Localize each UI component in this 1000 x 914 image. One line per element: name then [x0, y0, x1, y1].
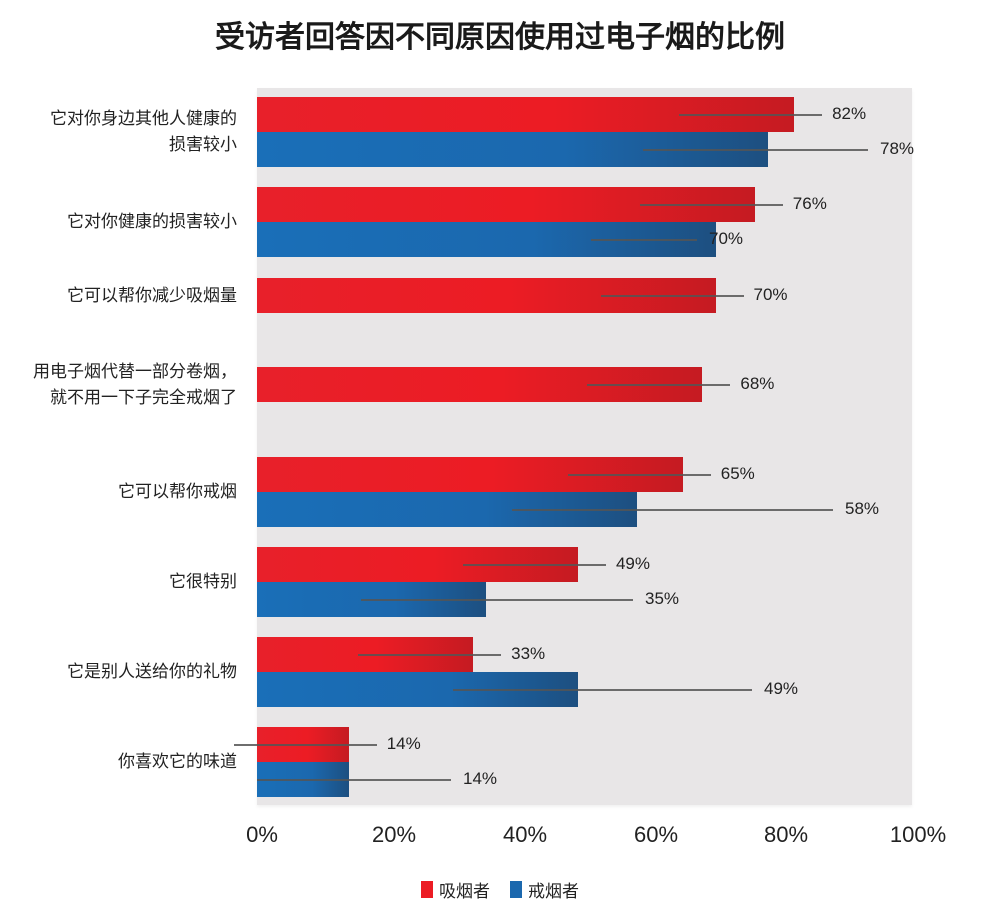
value-label-smoker: 82%: [832, 103, 867, 123]
leader-line-smoker: [567, 473, 711, 476]
x-tick-label: 80%: [763, 822, 809, 847]
leader-line-quitter: [590, 238, 697, 241]
leader-line-quitter: [361, 598, 633, 601]
x-tick-label: 0%: [246, 822, 278, 847]
legend-label-quitter: 戒烟者: [528, 882, 579, 902]
legend-item-quitter: 戒烟者: [510, 877, 579, 902]
x-tick-label: 100%: [889, 822, 947, 847]
value-label-quitter: 35%: [645, 588, 680, 608]
category-label: 它对你身边其他人健康的损害较小: [50, 106, 237, 158]
value-label-quitter: 49%: [764, 678, 799, 698]
value-label-smoker: 65%: [720, 463, 755, 483]
leader-line-smoker: [462, 563, 606, 566]
category-label-line: 它可以帮你戒烟: [118, 482, 237, 502]
x-tick-label: 20%: [371, 822, 417, 847]
chart-title: 受访者回答因不同原因使用过电子烟的比例: [215, 20, 785, 55]
category-label: 你喜欢它的味道: [118, 749, 237, 775]
leader-line-smoker: [679, 113, 823, 116]
x-tick-label: 40%: [502, 822, 548, 847]
leader-line-quitter: [257, 778, 451, 781]
leader-line-quitter: [452, 688, 752, 691]
category-label: 它对你健康的损害较小: [67, 209, 237, 235]
category-label: 它是别人送给你的礼物: [67, 659, 237, 685]
leader-line-smoker: [639, 203, 783, 206]
value-label-quitter: 14%: [463, 768, 498, 788]
category-label-line: 用电子烟代替一部分卷烟，: [33, 361, 237, 382]
legend-swatch-smoker: [421, 881, 433, 898]
leader-line-smoker: [600, 294, 744, 297]
value-label-smoker: 14%: [386, 733, 421, 753]
leader-line-smoker: [587, 383, 731, 386]
legend: 吸烟者 戒烟者: [0, 877, 1000, 902]
value-label-quitter: 78%: [880, 138, 915, 158]
legend-item-smoker: 吸烟者: [421, 877, 490, 902]
category-label-line: 它很特别: [169, 572, 237, 592]
category-label-line: 它对你身边其他人健康的: [50, 109, 237, 129]
value-label-smoker: 33%: [511, 643, 546, 663]
value-label-smoker: 68%: [740, 373, 775, 393]
leader-line-smoker: [358, 653, 502, 656]
category-label: 它可以帮你戒烟: [118, 479, 237, 505]
leader-line-quitter: [642, 148, 868, 151]
category-label-line: 就不用一下子完全戒烟了: [50, 387, 237, 408]
category-label-line: 它可以帮你减少吸烟量: [67, 285, 237, 306]
leader-line-smoker: [233, 743, 377, 746]
value-label-smoker: 49%: [615, 553, 650, 573]
category-label-line: 你喜欢它的味道: [118, 752, 237, 772]
value-label-quitter: 58%: [845, 498, 880, 518]
category-label-line: 它是别人送给你的礼物: [67, 662, 237, 682]
category-label: 它可以帮你减少吸烟量: [67, 283, 237, 309]
category-label: 它很特别: [169, 569, 237, 595]
value-label-smoker: 70%: [753, 284, 788, 304]
category-label: 用电子烟代替一部分卷烟， 就不用一下子完全戒烟了: [33, 359, 237, 411]
legend-swatch-quitter: [510, 881, 522, 898]
x-tick-label: 60%: [633, 822, 679, 847]
category-label-line: 损害较小: [169, 135, 237, 155]
value-label-smoker: 76%: [792, 193, 827, 213]
category-label-line: 它对你健康的损害较小: [67, 212, 237, 232]
legend-label-smoker: 吸烟者: [439, 882, 490, 902]
leader-line-quitter: [511, 508, 833, 511]
value-label-quitter: 70%: [709, 228, 744, 248]
